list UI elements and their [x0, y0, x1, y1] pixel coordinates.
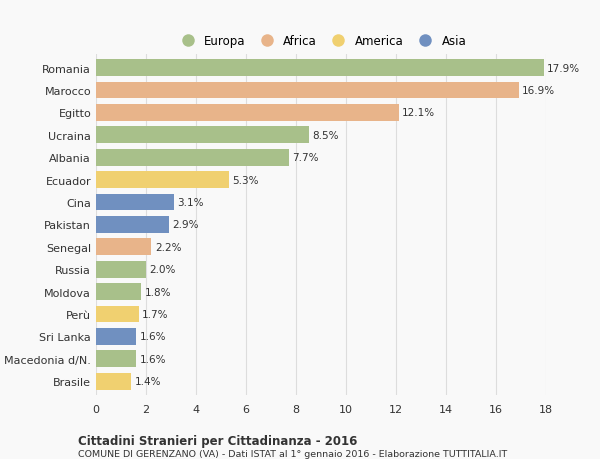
Text: 1.4%: 1.4% [135, 376, 161, 386]
Text: 1.6%: 1.6% [140, 332, 166, 341]
Bar [96, 172, 229, 189]
Bar [96, 194, 173, 211]
Bar [96, 284, 141, 300]
Bar [96, 217, 169, 233]
Bar [96, 60, 544, 77]
Text: 7.7%: 7.7% [292, 153, 319, 163]
Text: 3.1%: 3.1% [177, 197, 204, 207]
Bar [96, 127, 308, 144]
Bar [96, 105, 398, 122]
Bar [96, 328, 136, 345]
Text: 17.9%: 17.9% [547, 63, 580, 73]
Text: 12.1%: 12.1% [402, 108, 436, 118]
Bar [96, 150, 289, 166]
Text: 1.6%: 1.6% [140, 354, 166, 364]
Bar [96, 306, 139, 323]
Text: 8.5%: 8.5% [312, 130, 339, 140]
Bar [96, 373, 131, 390]
Text: 1.7%: 1.7% [142, 309, 169, 319]
Text: 16.9%: 16.9% [522, 86, 556, 96]
Bar [96, 261, 146, 278]
Text: 5.3%: 5.3% [232, 175, 259, 185]
Text: 1.8%: 1.8% [145, 287, 171, 297]
Legend: Europa, Africa, America, Asia: Europa, Africa, America, Asia [171, 30, 471, 53]
Bar [96, 239, 151, 256]
Text: 2.9%: 2.9% [172, 220, 199, 230]
Text: 2.2%: 2.2% [155, 242, 181, 252]
Bar [96, 83, 518, 99]
Text: COMUNE DI GERENZANO (VA) - Dati ISTAT al 1° gennaio 2016 - Elaborazione TUTTITAL: COMUNE DI GERENZANO (VA) - Dati ISTAT al… [78, 449, 507, 458]
Text: 2.0%: 2.0% [150, 264, 176, 274]
Bar [96, 351, 136, 367]
Text: Cittadini Stranieri per Cittadinanza - 2016: Cittadini Stranieri per Cittadinanza - 2… [78, 434, 358, 447]
